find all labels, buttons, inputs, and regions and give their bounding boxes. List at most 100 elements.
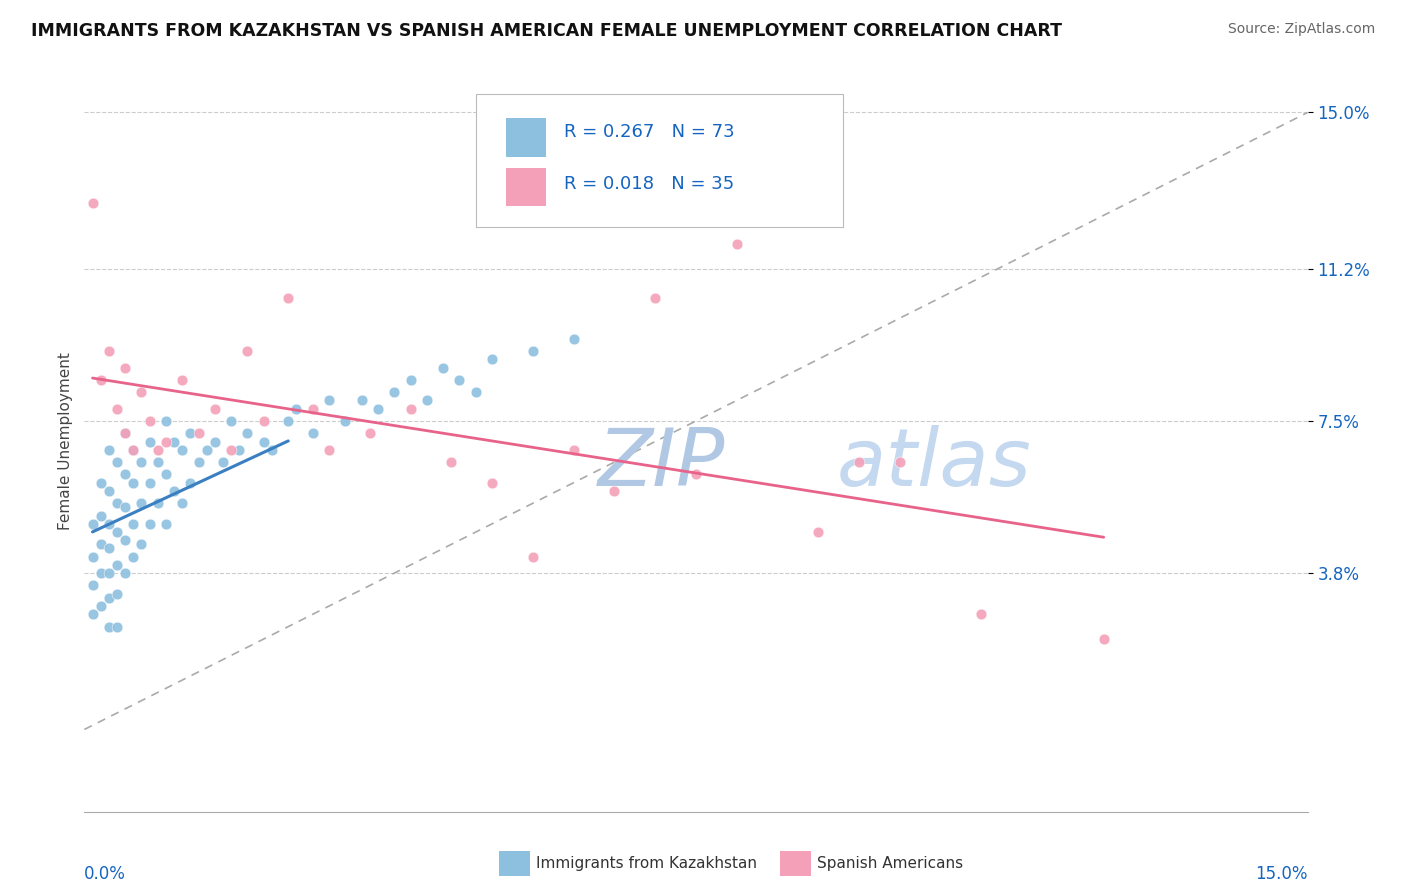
Point — [481, 475, 503, 490]
Point — [105, 524, 128, 539]
Point — [285, 401, 308, 416]
Point — [97, 619, 120, 633]
Point — [301, 426, 323, 441]
Point — [131, 455, 153, 469]
Point — [253, 414, 276, 428]
Point — [146, 496, 169, 510]
Point — [464, 385, 486, 400]
Point — [228, 442, 250, 457]
Point — [82, 196, 104, 211]
Point — [399, 373, 422, 387]
Point — [522, 549, 544, 564]
Point — [848, 455, 870, 469]
Point — [97, 483, 120, 498]
Point — [90, 373, 112, 387]
Point — [172, 496, 194, 510]
FancyBboxPatch shape — [475, 94, 842, 227]
Point — [97, 442, 120, 457]
Point — [146, 442, 169, 457]
Point — [105, 587, 128, 601]
Point — [122, 442, 145, 457]
Point — [440, 455, 463, 469]
Point — [90, 537, 112, 551]
Point — [725, 237, 748, 252]
Point — [359, 426, 381, 441]
Point — [146, 455, 169, 469]
Point — [155, 414, 177, 428]
Point — [172, 373, 194, 387]
Point — [82, 607, 104, 622]
Point — [219, 414, 242, 428]
Point — [138, 434, 160, 449]
Point — [219, 442, 242, 457]
Point — [301, 401, 323, 416]
Point — [114, 467, 136, 482]
Point — [382, 385, 405, 400]
Point — [318, 442, 340, 457]
Point — [155, 516, 177, 531]
Point — [644, 291, 666, 305]
Point — [432, 360, 454, 375]
Point — [449, 373, 471, 387]
Point — [260, 442, 283, 457]
Point — [122, 475, 145, 490]
Text: R = 0.018   N = 35: R = 0.018 N = 35 — [564, 175, 734, 193]
Point — [122, 549, 145, 564]
Y-axis label: Female Unemployment: Female Unemployment — [58, 352, 73, 531]
Point — [82, 549, 104, 564]
Point — [82, 578, 104, 592]
Point — [603, 483, 626, 498]
Point — [97, 516, 120, 531]
Point — [105, 496, 128, 510]
Point — [204, 401, 226, 416]
Point — [416, 393, 439, 408]
Point — [90, 508, 112, 523]
Point — [807, 524, 830, 539]
Point — [367, 401, 389, 416]
Point — [163, 483, 186, 498]
Point — [187, 426, 209, 441]
Point — [253, 434, 276, 449]
Point — [114, 566, 136, 581]
Text: IMMIGRANTS FROM KAZAKHSTAN VS SPANISH AMERICAN FEMALE UNEMPLOYMENT CORRELATION C: IMMIGRANTS FROM KAZAKHSTAN VS SPANISH AM… — [31, 22, 1062, 40]
Point — [155, 434, 177, 449]
Point — [122, 516, 145, 531]
Point — [114, 426, 136, 441]
Point — [522, 344, 544, 359]
Point — [122, 442, 145, 457]
Point — [277, 291, 299, 305]
Point — [399, 401, 422, 416]
Text: R = 0.267   N = 73: R = 0.267 N = 73 — [564, 123, 734, 141]
Point — [970, 607, 993, 622]
Point — [97, 541, 120, 556]
Point — [685, 467, 707, 482]
Text: Source: ZipAtlas.com: Source: ZipAtlas.com — [1227, 22, 1375, 37]
Point — [97, 591, 120, 605]
Point — [105, 401, 128, 416]
Point — [114, 500, 136, 515]
Point — [97, 344, 120, 359]
Text: Immigrants from Kazakhstan: Immigrants from Kazakhstan — [536, 856, 756, 871]
Point — [131, 537, 153, 551]
Point — [114, 533, 136, 548]
Point — [138, 475, 160, 490]
Point — [131, 385, 153, 400]
Point — [179, 426, 201, 441]
Text: 15.0%: 15.0% — [1256, 865, 1308, 883]
Text: Spanish Americans: Spanish Americans — [817, 856, 963, 871]
Point — [172, 442, 194, 457]
Point — [562, 332, 585, 346]
Point — [114, 426, 136, 441]
Point — [889, 455, 911, 469]
Point — [236, 426, 259, 441]
Point — [481, 352, 503, 367]
Point — [236, 344, 259, 359]
Point — [90, 475, 112, 490]
Text: ZIP: ZIP — [598, 425, 725, 503]
Point — [82, 516, 104, 531]
Point — [350, 393, 373, 408]
FancyBboxPatch shape — [506, 118, 546, 156]
Point — [97, 566, 120, 581]
Point — [138, 414, 160, 428]
Point — [212, 455, 235, 469]
